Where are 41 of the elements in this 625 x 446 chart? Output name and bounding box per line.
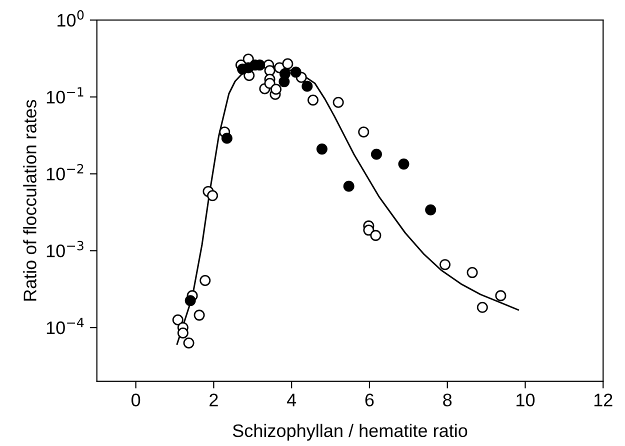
y-tick-label: 10$^{0}$ — [58, 10, 84, 27]
point — [172, 314, 184, 326]
point — [495, 290, 506, 302]
x-tick-label: 4 — [286, 394, 296, 406]
y-tick-label: 10$^{−1}$ — [46, 87, 84, 104]
point — [270, 84, 282, 95]
point — [370, 230, 382, 241]
point — [282, 58, 294, 70]
y-tick-label: 10$^{−2}$ — [46, 164, 84, 180]
point — [398, 158, 410, 170]
point — [370, 148, 382, 160]
point — [363, 224, 374, 236]
point — [302, 80, 313, 92]
y-tick-label: 10$^{−3}$ — [46, 240, 84, 258]
x-tick-label: 8 — [443, 394, 452, 406]
y-tick-label: 10$^{−4}$ — [46, 318, 84, 334]
x-tick-label: 12 — [594, 394, 612, 406]
point — [358, 126, 370, 138]
point — [200, 274, 211, 286]
point — [279, 68, 290, 80]
point — [466, 267, 478, 278]
point — [343, 180, 354, 192]
point — [316, 144, 328, 155]
y-axis-title: Ratio of flocculation rates — [23, 100, 36, 301]
point — [476, 302, 488, 313]
x-tick-label: 0 — [132, 394, 140, 406]
x-tick-label: 6 — [365, 394, 374, 406]
point — [332, 96, 344, 108]
point — [184, 295, 196, 306]
point — [425, 204, 436, 216]
point — [207, 190, 218, 202]
point — [183, 338, 194, 349]
point — [194, 310, 205, 321]
x-tick-label: 2 — [210, 394, 218, 406]
x-axis-title: Schizophyllan / hematite ratio — [232, 424, 468, 441]
point — [290, 66, 302, 78]
point — [221, 132, 232, 144]
x-tick-label: 10 — [516, 394, 535, 406]
point — [308, 94, 319, 106]
point — [440, 259, 451, 270]
point — [177, 328, 188, 339]
